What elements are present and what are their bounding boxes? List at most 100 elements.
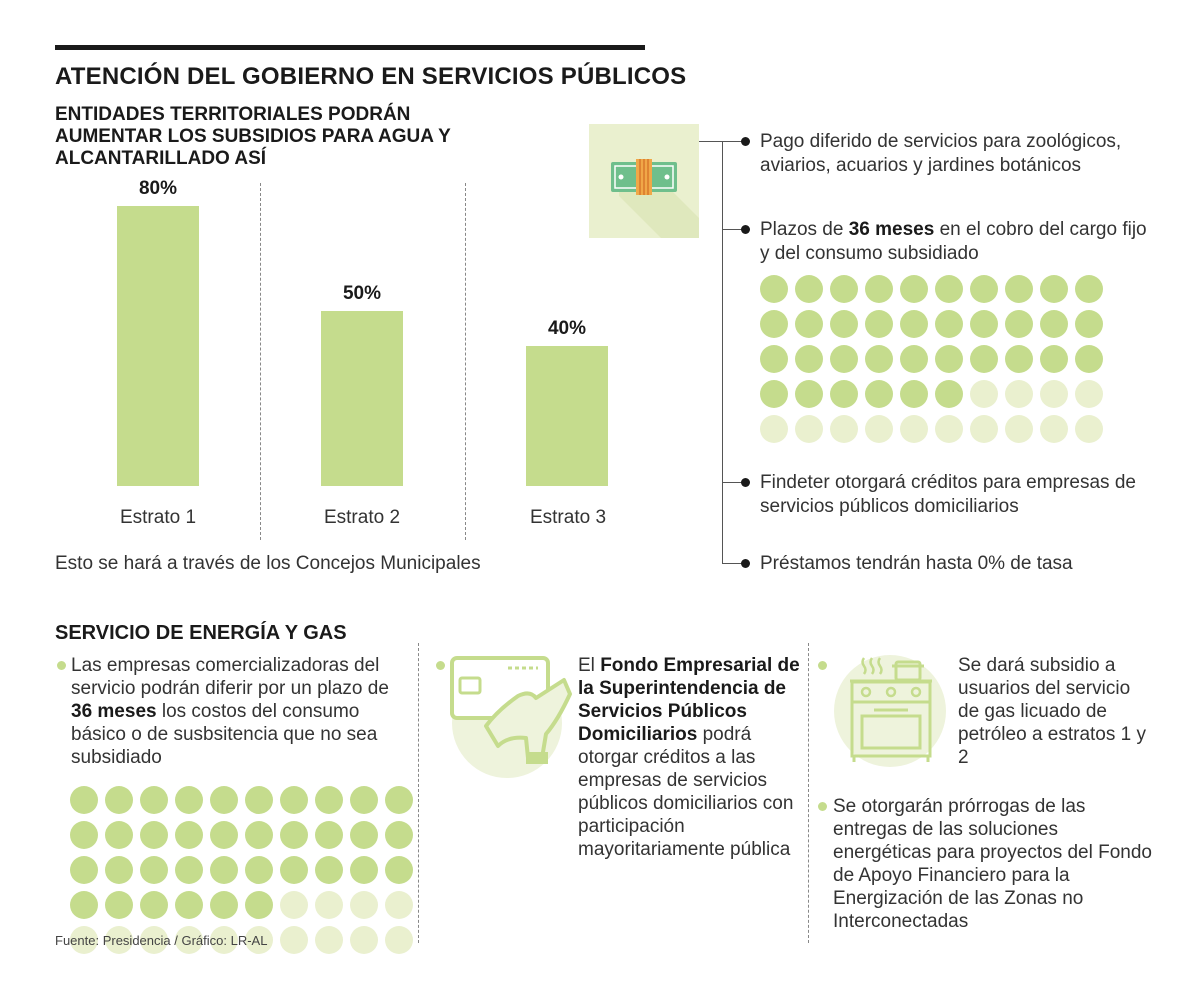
right-item-1: Pago diferido de servicios para zoológic…	[760, 131, 1122, 176]
category-label-estrato-3: Estrato 3	[529, 507, 607, 528]
dot-filled	[280, 786, 308, 814]
dot-empty	[140, 926, 168, 954]
dot-filled	[245, 821, 273, 849]
dot-filled	[1005, 345, 1033, 373]
dot-filled	[1040, 275, 1068, 303]
dot-filled	[140, 786, 168, 814]
dot-filled	[970, 275, 998, 303]
dot-filled	[865, 275, 893, 303]
dot-filled	[795, 275, 823, 303]
top-rule	[55, 45, 645, 50]
dot-filled	[760, 345, 788, 373]
dot-filled	[350, 786, 378, 814]
energy-text-1: Las empresas comercializadoras del servi…	[71, 655, 389, 768]
dot-empty	[280, 891, 308, 919]
column-divider	[418, 643, 419, 943]
credit-card-hand-icon	[446, 654, 576, 774]
dot-empty	[865, 415, 893, 443]
dot-filled	[175, 786, 203, 814]
dot-grid-energy	[70, 786, 430, 961]
dot-filled	[175, 891, 203, 919]
dot-filled	[280, 821, 308, 849]
dot-empty	[1040, 380, 1068, 408]
dot-empty	[70, 926, 98, 954]
dot-filled	[385, 786, 413, 814]
page-title: ATENCIÓN DEL GOBIERNO EN SERVICIOS PÚBLI…	[55, 63, 687, 90]
dot-empty	[970, 415, 998, 443]
tree-connector	[722, 141, 723, 564]
dot-filled	[795, 345, 823, 373]
dot-empty	[1075, 415, 1103, 443]
connector-branch	[722, 482, 744, 483]
value-label-estrato-2: 50%	[342, 283, 382, 304]
dot-empty	[210, 926, 238, 954]
column-divider	[808, 643, 809, 943]
dot-filled	[970, 310, 998, 338]
dot-empty	[350, 926, 378, 954]
dot-filled	[900, 345, 928, 373]
dot-filled	[865, 310, 893, 338]
right-item-3: Findeter otorgará créditos para empresas…	[760, 472, 1136, 517]
dot-empty	[830, 415, 858, 443]
dot-filled	[210, 786, 238, 814]
dot-filled	[1075, 310, 1103, 338]
bullet-icon	[818, 802, 827, 811]
dot-empty	[1040, 415, 1068, 443]
bullet-icon	[436, 661, 445, 670]
dot-filled	[1075, 345, 1103, 373]
column-divider	[465, 183, 466, 540]
bullet-icon	[741, 225, 750, 234]
dot-empty	[245, 926, 273, 954]
bullet-icon	[741, 137, 750, 146]
connector-branch	[722, 141, 744, 142]
dot-filled	[70, 856, 98, 884]
dot-filled	[900, 275, 928, 303]
dot-filled	[970, 345, 998, 373]
category-label-estrato-2: Estrato 2	[323, 507, 401, 528]
source-credit: Fuente: Presidencia / Gráfico: LR-AL	[55, 933, 268, 948]
dot-filled	[140, 891, 168, 919]
dot-empty	[1005, 380, 1033, 408]
dot-filled	[830, 345, 858, 373]
dot-filled	[900, 310, 928, 338]
dot-filled	[830, 380, 858, 408]
dot-filled	[245, 891, 273, 919]
dot-filled	[350, 856, 378, 884]
chart-subtitle: ENTIDADES TERRITORIALES PODRÁN AUMENTAR …	[55, 104, 451, 169]
connector-branch	[722, 229, 744, 230]
energy-text-2: El Fondo Empresarial de la Superintenden…	[578, 655, 800, 860]
dot-filled	[70, 786, 98, 814]
connector-line	[699, 141, 723, 142]
dot-filled	[865, 345, 893, 373]
dot-filled	[1005, 310, 1033, 338]
dot-filled	[795, 380, 823, 408]
dot-empty	[105, 926, 133, 954]
dot-filled	[385, 821, 413, 849]
dot-filled	[900, 380, 928, 408]
dot-filled	[935, 310, 963, 338]
dot-filled	[175, 856, 203, 884]
energy-text-3: Se dará subsidio a usuarios del servicio…	[958, 655, 1146, 768]
dot-filled	[1075, 275, 1103, 303]
dot-filled	[70, 891, 98, 919]
dot-filled	[935, 345, 963, 373]
dot-filled	[105, 786, 133, 814]
dot-filled	[760, 275, 788, 303]
dot-filled	[105, 821, 133, 849]
right-item-2: Plazos de 36 meses en el cobro del cargo…	[760, 219, 1147, 264]
bullet-icon	[741, 478, 750, 487]
dot-filled	[140, 856, 168, 884]
dot-filled	[105, 891, 133, 919]
dot-filled	[865, 380, 893, 408]
category-label-estrato-1: Estrato 1	[119, 507, 197, 528]
dot-grid-right	[760, 275, 1120, 450]
dot-filled	[935, 275, 963, 303]
dot-empty	[900, 415, 928, 443]
bar-estrato-3	[526, 346, 608, 486]
section-title-energy: SERVICIO DE ENERGÍA Y GAS	[55, 622, 347, 644]
dot-empty	[280, 926, 308, 954]
dot-filled	[315, 856, 343, 884]
dot-filled	[935, 380, 963, 408]
value-label-estrato-1: 80%	[138, 178, 178, 199]
water-note: Esto se hará a través de los Concejos Mu…	[55, 553, 481, 574]
